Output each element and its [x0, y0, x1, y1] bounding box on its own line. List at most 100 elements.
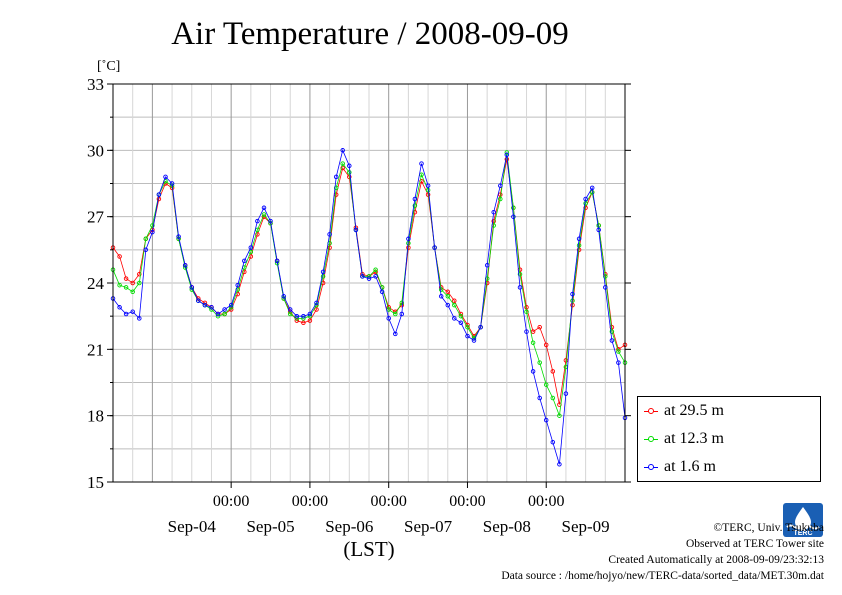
data-point [373, 267, 378, 272]
data-point [583, 201, 588, 206]
data-point [550, 395, 556, 401]
data-point [307, 318, 313, 323]
data-point [537, 395, 542, 401]
data-point [616, 349, 621, 354]
data-point [471, 338, 477, 343]
data-point [169, 181, 175, 186]
data-point [563, 358, 569, 363]
data-point [340, 148, 345, 153]
data-point [438, 294, 444, 299]
data-point [399, 311, 405, 317]
data-point [274, 258, 280, 264]
data-point [373, 274, 378, 279]
data-point [511, 205, 516, 211]
data-point [484, 263, 490, 268]
data-point [353, 227, 359, 233]
data-point [327, 232, 332, 237]
data-point [143, 247, 149, 253]
data-point [301, 320, 306, 326]
y-tick-label: 18 [87, 407, 104, 426]
data-point [137, 271, 142, 277]
data-point [261, 205, 267, 211]
x-date-label: Sep-06 [325, 517, 373, 536]
data-point [123, 311, 129, 317]
data-point [432, 245, 437, 250]
data-point [570, 291, 575, 297]
logo-text: TERC [793, 530, 812, 537]
data-point [248, 245, 254, 250]
data-point [412, 203, 418, 208]
x-date-label: Sep-09 [562, 517, 610, 536]
data-point [524, 305, 529, 310]
data-point [150, 223, 155, 228]
series-2 [110, 148, 628, 467]
data-point [163, 174, 168, 180]
legend-item-12-3m: at 12.3 m [644, 429, 724, 449]
data-point [550, 439, 556, 445]
data-point [517, 285, 523, 290]
x-date-label: Sep-08 [483, 517, 531, 536]
data-point [366, 276, 372, 281]
x-tick-label: 00:00 [292, 493, 328, 510]
data-point [340, 161, 345, 166]
data-point [438, 287, 444, 292]
data-point [524, 329, 529, 334]
data-point [222, 311, 227, 317]
data-point [340, 165, 345, 171]
data-point [458, 313, 464, 319]
copyright-text: ©TERC, Univ. Tsukuba [713, 522, 824, 534]
data-point [399, 300, 405, 306]
data-point [294, 313, 300, 319]
data-point [386, 316, 391, 321]
data-point [235, 282, 240, 288]
x-tick-label: 00:00 [213, 493, 249, 510]
x-tick-label: 00:00 [528, 493, 564, 510]
data-point [419, 161, 424, 166]
data-point [609, 329, 615, 334]
data-point [320, 274, 326, 279]
y-tick-label: 24 [87, 274, 105, 293]
data-point [543, 417, 549, 423]
data-point [182, 263, 188, 268]
data-point [242, 258, 247, 264]
data-point [261, 212, 267, 217]
x-date-label: Sep-04 [168, 517, 217, 536]
data-point [557, 413, 562, 418]
data-point [228, 302, 234, 308]
data-point [137, 280, 142, 286]
data-point [504, 150, 510, 155]
data-point [412, 196, 418, 202]
data-point [530, 340, 536, 345]
data-point [576, 243, 582, 248]
data-point [301, 313, 306, 319]
data-point [498, 196, 503, 202]
axes-layer: 15 18 21 24 27 30 33[˚C] 00:00 00:00 00:00 00:00 00… [87, 59, 631, 561]
legend-label: at 1.6 m [664, 458, 716, 475]
data-point [511, 214, 516, 219]
data-point [609, 338, 615, 343]
legend-label: at 12.3 m [664, 430, 724, 447]
x-axis-label: (LST) [343, 537, 394, 561]
data-point [537, 324, 542, 330]
data-point [123, 285, 129, 290]
y-tick-label: 21 [87, 340, 104, 359]
data-point [320, 269, 326, 275]
data-point [123, 276, 129, 281]
data-point [137, 316, 142, 321]
data-point [287, 307, 293, 312]
data-point [379, 289, 385, 295]
data-point [498, 183, 503, 188]
site-text: Observed at TERC Tower site [685, 538, 824, 550]
data-point [576, 236, 582, 242]
data-point [530, 329, 536, 334]
data-point [209, 305, 214, 310]
y-tick-label: 33 [87, 75, 104, 94]
data-point [596, 227, 601, 233]
data-point [458, 320, 464, 326]
data-point [393, 311, 398, 317]
created-text: Created Automatically at 2008-09-09/23:3… [608, 554, 824, 566]
legend-swatch-green [644, 434, 658, 444]
data-point [491, 209, 496, 215]
data-point [130, 309, 135, 314]
